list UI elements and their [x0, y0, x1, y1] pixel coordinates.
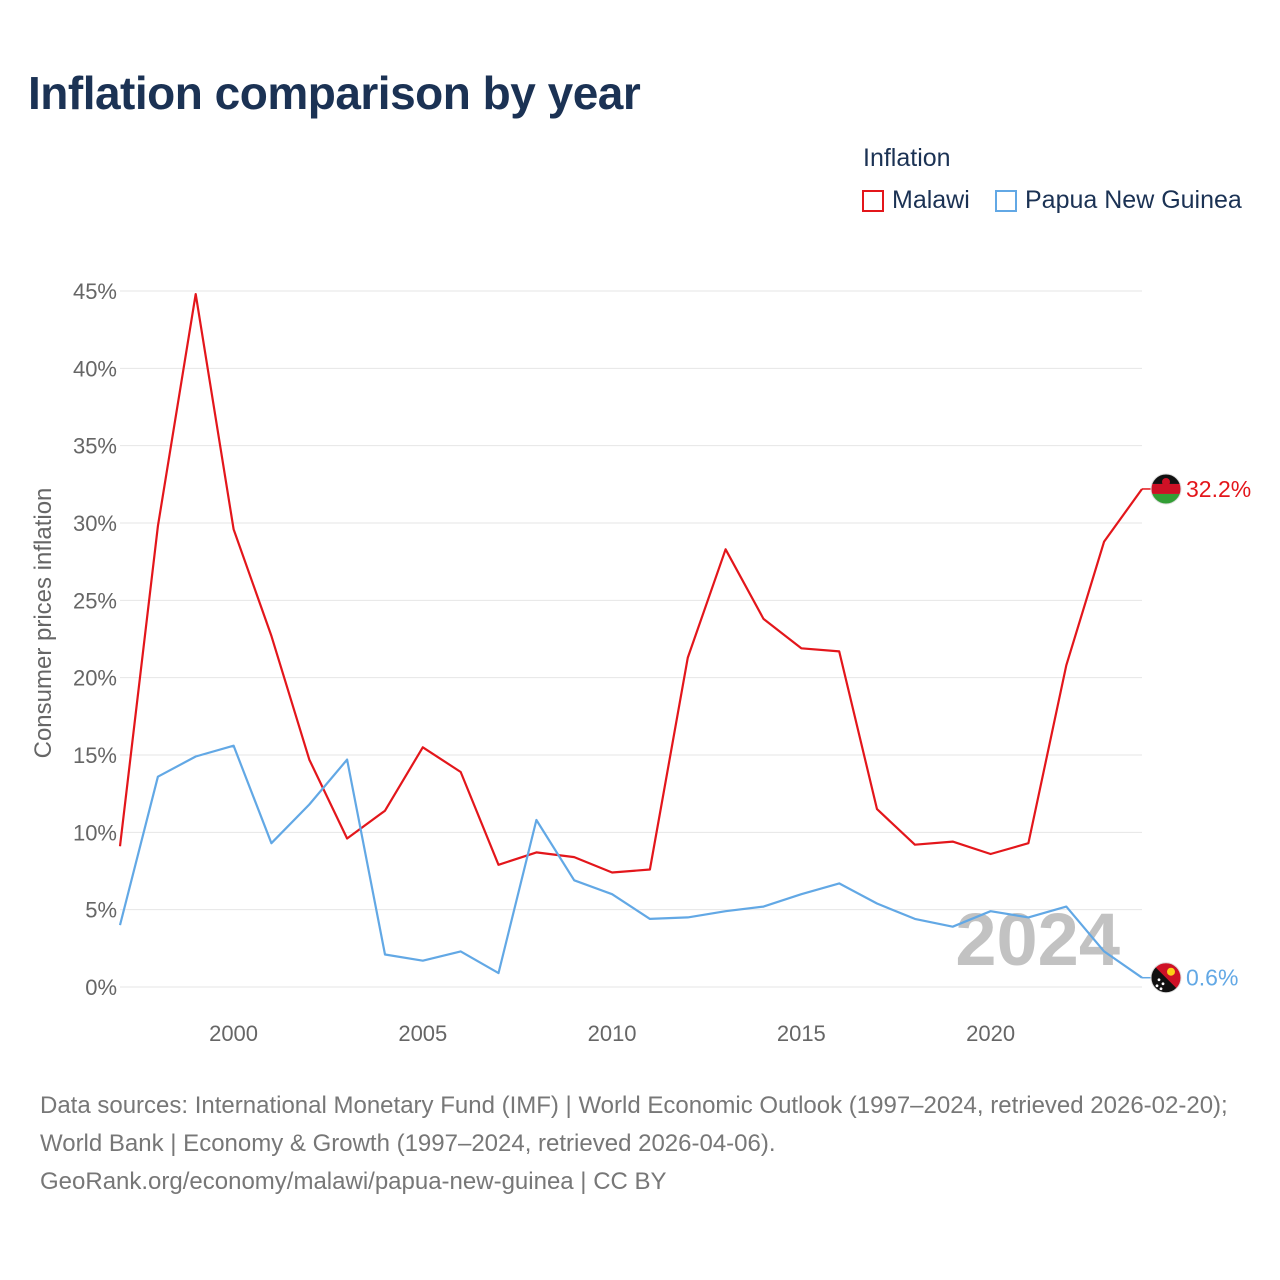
- data-point-papua-new-guinea[interactable]: [988, 908, 994, 914]
- data-point-malawi[interactable]: [647, 866, 653, 872]
- data-point-malawi[interactable]: [231, 526, 237, 532]
- malawi-flag-icon: [1150, 473, 1182, 505]
- data-point-malawi[interactable]: [155, 523, 161, 529]
- data-point-malawi[interactable]: [685, 655, 691, 661]
- credit-line: GeoRank.org/economy/malawi/papua-new-gui…: [40, 1168, 667, 1195]
- y-tick-label: 40%: [73, 356, 117, 381]
- y-tick-label: 25%: [73, 588, 117, 613]
- data-point-papua-new-guinea[interactable]: [420, 958, 426, 964]
- year-watermark: 2024: [955, 898, 1120, 981]
- data-point-papua-new-guinea[interactable]: [1025, 914, 1031, 920]
- y-tick-label: 35%: [73, 434, 117, 459]
- data-point-malawi[interactable]: [1025, 840, 1031, 846]
- y-axis-label: Consumer prices inflation: [30, 488, 57, 759]
- data-point-malawi[interactable]: [760, 616, 766, 622]
- data-point-papua-new-guinea[interactable]: [874, 900, 880, 906]
- data-point-papua-new-guinea[interactable]: [306, 801, 312, 807]
- data-point-malawi[interactable]: [1101, 539, 1107, 545]
- legend-label-malawi: Malawi: [892, 186, 970, 214]
- series-line-malawi[interactable]: [118, 293, 1143, 874]
- legend-swatch-papua-new-guinea: [995, 189, 1017, 212]
- data-point-papua-new-guinea[interactable]: [950, 924, 956, 930]
- footer: Data sources: International Monetary Fun…: [40, 1087, 1255, 1201]
- data-point-papua-new-guinea[interactable]: [609, 891, 615, 897]
- x-tick-label: 2005: [398, 1021, 447, 1046]
- line-chart: 0% 5% 10% 15% 20% 25% 30% 35% 40% 45% 2000 2005 2010…: [30, 279, 1251, 1046]
- y-tick-label: 45%: [73, 279, 117, 304]
- data-point-papua-new-guinea[interactable]: [344, 757, 350, 763]
- end-value-label-malawi: 32.2%: [1186, 476, 1251, 502]
- x-tick-label: 2000: [209, 1021, 258, 1046]
- data-point-papua-new-guinea[interactable]: [155, 774, 161, 780]
- data-point-papua-new-guinea[interactable]: [760, 904, 766, 910]
- data-point-papua-new-guinea[interactable]: [685, 914, 691, 920]
- y-tick-label: 20%: [73, 666, 117, 691]
- data-point-malawi[interactable]: [874, 806, 880, 812]
- data-point-malawi[interactable]: [950, 839, 956, 845]
- chart-title: Inflation comparison by year: [28, 67, 641, 119]
- data-point-malawi[interactable]: [533, 849, 539, 855]
- data-point-malawi[interactable]: [1063, 662, 1069, 668]
- data-point-malawi[interactable]: [609, 870, 615, 876]
- series-line-papua-new-guinea[interactable]: [118, 744, 1143, 979]
- data-sources-note: Data sources: International Monetary Fun…: [40, 1092, 1235, 1157]
- data-point-papua-new-guinea[interactable]: [1063, 904, 1069, 910]
- y-tick-label: 5%: [85, 898, 117, 923]
- x-tick-label: 2015: [777, 1021, 826, 1046]
- data-point-malawi[interactable]: [912, 842, 918, 848]
- legend-label-papua-new-guinea: Papua New Guinea: [1025, 186, 1242, 214]
- data-point-papua-new-guinea[interactable]: [571, 877, 577, 883]
- data-point-papua-new-guinea[interactable]: [231, 743, 237, 749]
- legend-title: Inflation: [863, 144, 951, 172]
- y-tick-label: 30%: [73, 511, 117, 536]
- legend-item-malawi[interactable]: Malawi: [862, 186, 970, 215]
- y-tick-label: 0%: [85, 975, 117, 1000]
- data-point-malawi[interactable]: [496, 862, 502, 868]
- legend-item-papua-new-guinea[interactable]: Papua New Guinea: [995, 186, 1242, 215]
- data-point-papua-new-guinea[interactable]: [382, 952, 388, 958]
- data-point-malawi[interactable]: [344, 836, 350, 842]
- data-point-malawi[interactable]: [420, 744, 426, 750]
- y-tick-label: 15%: [73, 743, 117, 768]
- data-point-malawi[interactable]: [798, 645, 804, 651]
- data-point-papua-new-guinea[interactable]: [723, 908, 729, 914]
- data-point-malawi[interactable]: [117, 843, 123, 849]
- data-point-malawi[interactable]: [988, 851, 994, 857]
- data-point-papua-new-guinea[interactable]: [798, 891, 804, 897]
- data-point-papua-new-guinea[interactable]: [268, 840, 274, 846]
- data-point-papua-new-guinea[interactable]: [1101, 948, 1107, 954]
- x-tick-label: 2010: [588, 1021, 637, 1046]
- data-point-papua-new-guinea[interactable]: [836, 880, 842, 886]
- data-point-malawi[interactable]: [306, 757, 312, 763]
- end-value-label-papua-new-guinea: 0.6%: [1186, 965, 1238, 991]
- data-point-papua-new-guinea[interactable]: [496, 970, 502, 976]
- papua-new-guinea-flag-icon: [1150, 962, 1182, 994]
- legend-swatch-malawi: [862, 189, 884, 212]
- data-point-malawi[interactable]: [571, 854, 577, 860]
- x-tick-label: 2020: [966, 1021, 1015, 1046]
- data-point-papua-new-guinea[interactable]: [912, 916, 918, 922]
- data-point-papua-new-guinea[interactable]: [117, 922, 123, 928]
- data-point-malawi[interactable]: [382, 808, 388, 814]
- data-point-papua-new-guinea[interactable]: [533, 817, 539, 823]
- data-point-papua-new-guinea[interactable]: [647, 916, 653, 922]
- data-point-malawi[interactable]: [193, 291, 199, 297]
- data-point-malawi[interactable]: [458, 769, 464, 775]
- data-point-malawi[interactable]: [836, 648, 842, 654]
- data-point-papua-new-guinea[interactable]: [193, 754, 199, 760]
- data-point-papua-new-guinea[interactable]: [458, 948, 464, 954]
- y-tick-label: 10%: [73, 820, 117, 845]
- data-point-malawi[interactable]: [268, 633, 274, 639]
- data-point-malawi[interactable]: [723, 546, 729, 552]
